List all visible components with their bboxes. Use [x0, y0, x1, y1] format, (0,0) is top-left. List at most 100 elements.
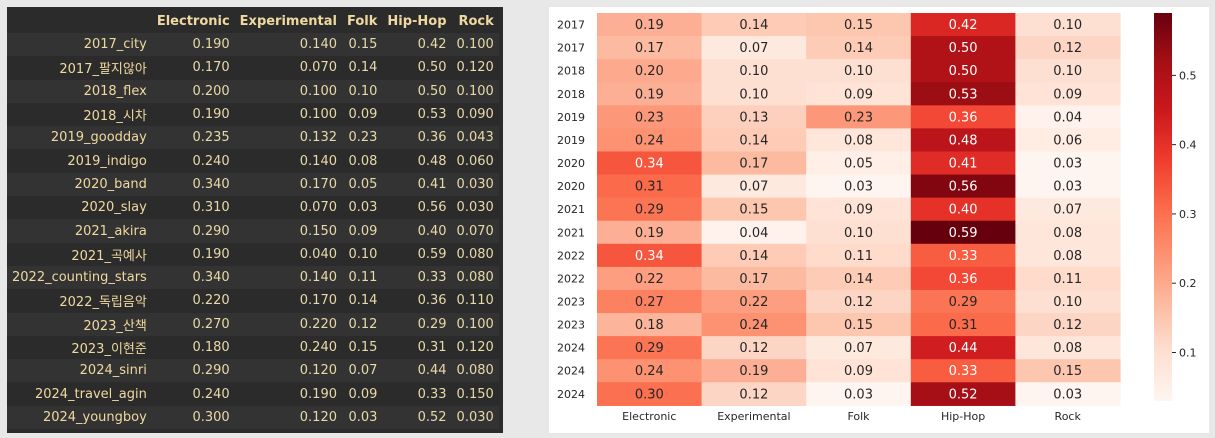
heatmap-cell	[910, 382, 1016, 406]
table-cell: 0.190	[151, 242, 235, 266]
cell-value-label: 0.14	[844, 272, 873, 287]
table-cell: 0.080	[451, 265, 499, 290]
heatmap-cell	[910, 82, 1016, 106]
heatmap-cell	[1015, 13, 1121, 37]
cell-value-label: 0.03	[1053, 157, 1082, 172]
table-cell: 0.070	[234, 56, 342, 80]
colorbar-tick-label: 0.2	[1179, 277, 1197, 290]
cell-value-label: 0.50	[949, 41, 978, 56]
cell-value-label: 0.11	[1053, 272, 1082, 287]
cell-value-label: 0.09	[1053, 87, 1082, 102]
cell-value-label: 0.03	[844, 180, 873, 195]
heatmap-cell	[701, 197, 807, 222]
row-index-label: 2017_팔지않아	[7, 56, 152, 80]
table-row: 2024_sinri 0.290 0.120 0.07 0.44 0.080	[7, 359, 499, 383]
cell-value-label: 0.10	[1053, 64, 1082, 79]
table-cell: 0.120	[451, 335, 499, 360]
cell-value-label: 0.09	[844, 87, 873, 102]
cell-value-label: 0.30	[635, 387, 664, 402]
cell-value-label: 0.52	[949, 387, 978, 402]
table-cell: 0.03	[342, 196, 383, 220]
row-index-label: 2023_이현준	[7, 335, 152, 360]
heatmap-cell	[910, 220, 1016, 245]
heatmap-cell	[806, 289, 912, 314]
heatmap-cell	[806, 82, 912, 106]
heatmap-cell	[910, 243, 1016, 268]
table-cell: 0.12	[342, 312, 383, 336]
heatmap-cell	[597, 151, 703, 176]
heatmap-cell	[597, 336, 703, 360]
y-tick-label: 2022	[557, 249, 585, 262]
heatmap-cell	[1015, 151, 1121, 176]
table-cell: 0.09	[342, 219, 383, 243]
table-cell: 0.220	[234, 312, 342, 336]
table-row: 2021_곡예사 0.190 0.040 0.10 0.59 0.080	[7, 242, 499, 266]
heatmap-cell	[597, 289, 703, 314]
cell-value-label: 0.17	[739, 157, 768, 172]
row-index-label: 2022_독립음악	[7, 289, 152, 313]
table-cell: 0.44	[382, 359, 452, 383]
y-tick-label: 2017	[557, 42, 585, 55]
table-cell: 0.080	[451, 242, 499, 266]
cell-value-label: 0.41	[949, 157, 978, 172]
cell-value-label: 0.29	[635, 341, 664, 356]
heatmap-cell	[910, 36, 1016, 60]
table-cell: 0.070	[234, 196, 342, 220]
cell-value-label: 0.33	[949, 249, 978, 264]
heatmap-cell	[1015, 289, 1121, 314]
heatmap-cell	[806, 336, 912, 360]
cell-value-label: 0.12	[739, 387, 768, 402]
cell-value-label: 0.34	[635, 249, 664, 264]
heatmap-cell	[701, 105, 807, 129]
cell-value-label: 0.03	[844, 387, 873, 402]
cell-value-label: 0.44	[949, 341, 978, 356]
table-cell: 0.33	[382, 382, 452, 406]
row-index-label: 2020_slay	[7, 196, 152, 220]
heatmap-cell	[597, 382, 703, 406]
row-index-label: 2019_goodday	[7, 126, 152, 150]
cell-value-label: 0.27	[635, 295, 664, 310]
y-tick-label: 2022	[557, 272, 585, 285]
heatmap-cell	[910, 13, 1016, 37]
heatmap-cell	[701, 36, 807, 60]
heatmap-cell	[701, 289, 807, 314]
table-cell: 0.132	[234, 126, 342, 150]
heatmap-cell	[1015, 336, 1121, 360]
heatmap-cell	[910, 59, 1016, 83]
x-tick-label: Rock	[1055, 410, 1082, 423]
cell-value-label: 0.36	[949, 272, 978, 287]
heatmap-cell	[910, 266, 1016, 291]
table-cell: 0.040	[234, 242, 342, 266]
row-index-label: 2024_travel_agin	[7, 382, 152, 406]
table-cell: 0.09	[342, 382, 383, 406]
table-cell: 0.170	[151, 56, 235, 80]
heatmap-cell	[597, 59, 703, 83]
row-index-label: 2024_sinri	[7, 359, 152, 383]
table-cell: 0.310	[151, 196, 235, 220]
table-cell: 0.170	[234, 172, 342, 197]
cell-value-label: 0.05	[844, 157, 873, 172]
table-cell: 0.52	[382, 405, 452, 430]
dataframe-panel: Electronic Experimental Folk Hip-Hop Rock 20…	[7, 7, 503, 433]
heatmap-cell	[1015, 313, 1121, 337]
heatmap-cell	[910, 174, 1016, 199]
column-header: Folk	[347, 14, 378, 29]
cell-value-label: 0.29	[949, 295, 978, 310]
heatmap-chart: 0.19 0.14 0.15 0.42 0.100.17 0.07 0.14 0.50 0.12…	[557, 13, 1197, 423]
row-index-label: 2021_곡예사	[7, 242, 152, 266]
table-row: 2018_flex 0.200 0.100 0.10 0.50 0.100	[7, 79, 499, 103]
cell-value-label: 0.13	[739, 110, 768, 125]
table-cell: 0.060	[451, 149, 499, 173]
heatmap-cell	[701, 59, 807, 83]
table-cell: 0.05	[342, 172, 383, 197]
heatmap-cell	[1015, 128, 1121, 153]
heatmap-cell	[910, 151, 1016, 176]
cell-value-label: 0.09	[844, 364, 873, 379]
heatmap-cell	[806, 243, 912, 268]
cell-value-label: 0.48	[949, 133, 978, 148]
table-cell: 0.240	[151, 382, 235, 406]
heatmap-cell	[701, 382, 807, 406]
row-index-label: 2018_시차	[7, 102, 152, 127]
table-cell: 0.50	[382, 79, 452, 103]
colorbar-tick-label: 0.1	[1179, 347, 1197, 360]
